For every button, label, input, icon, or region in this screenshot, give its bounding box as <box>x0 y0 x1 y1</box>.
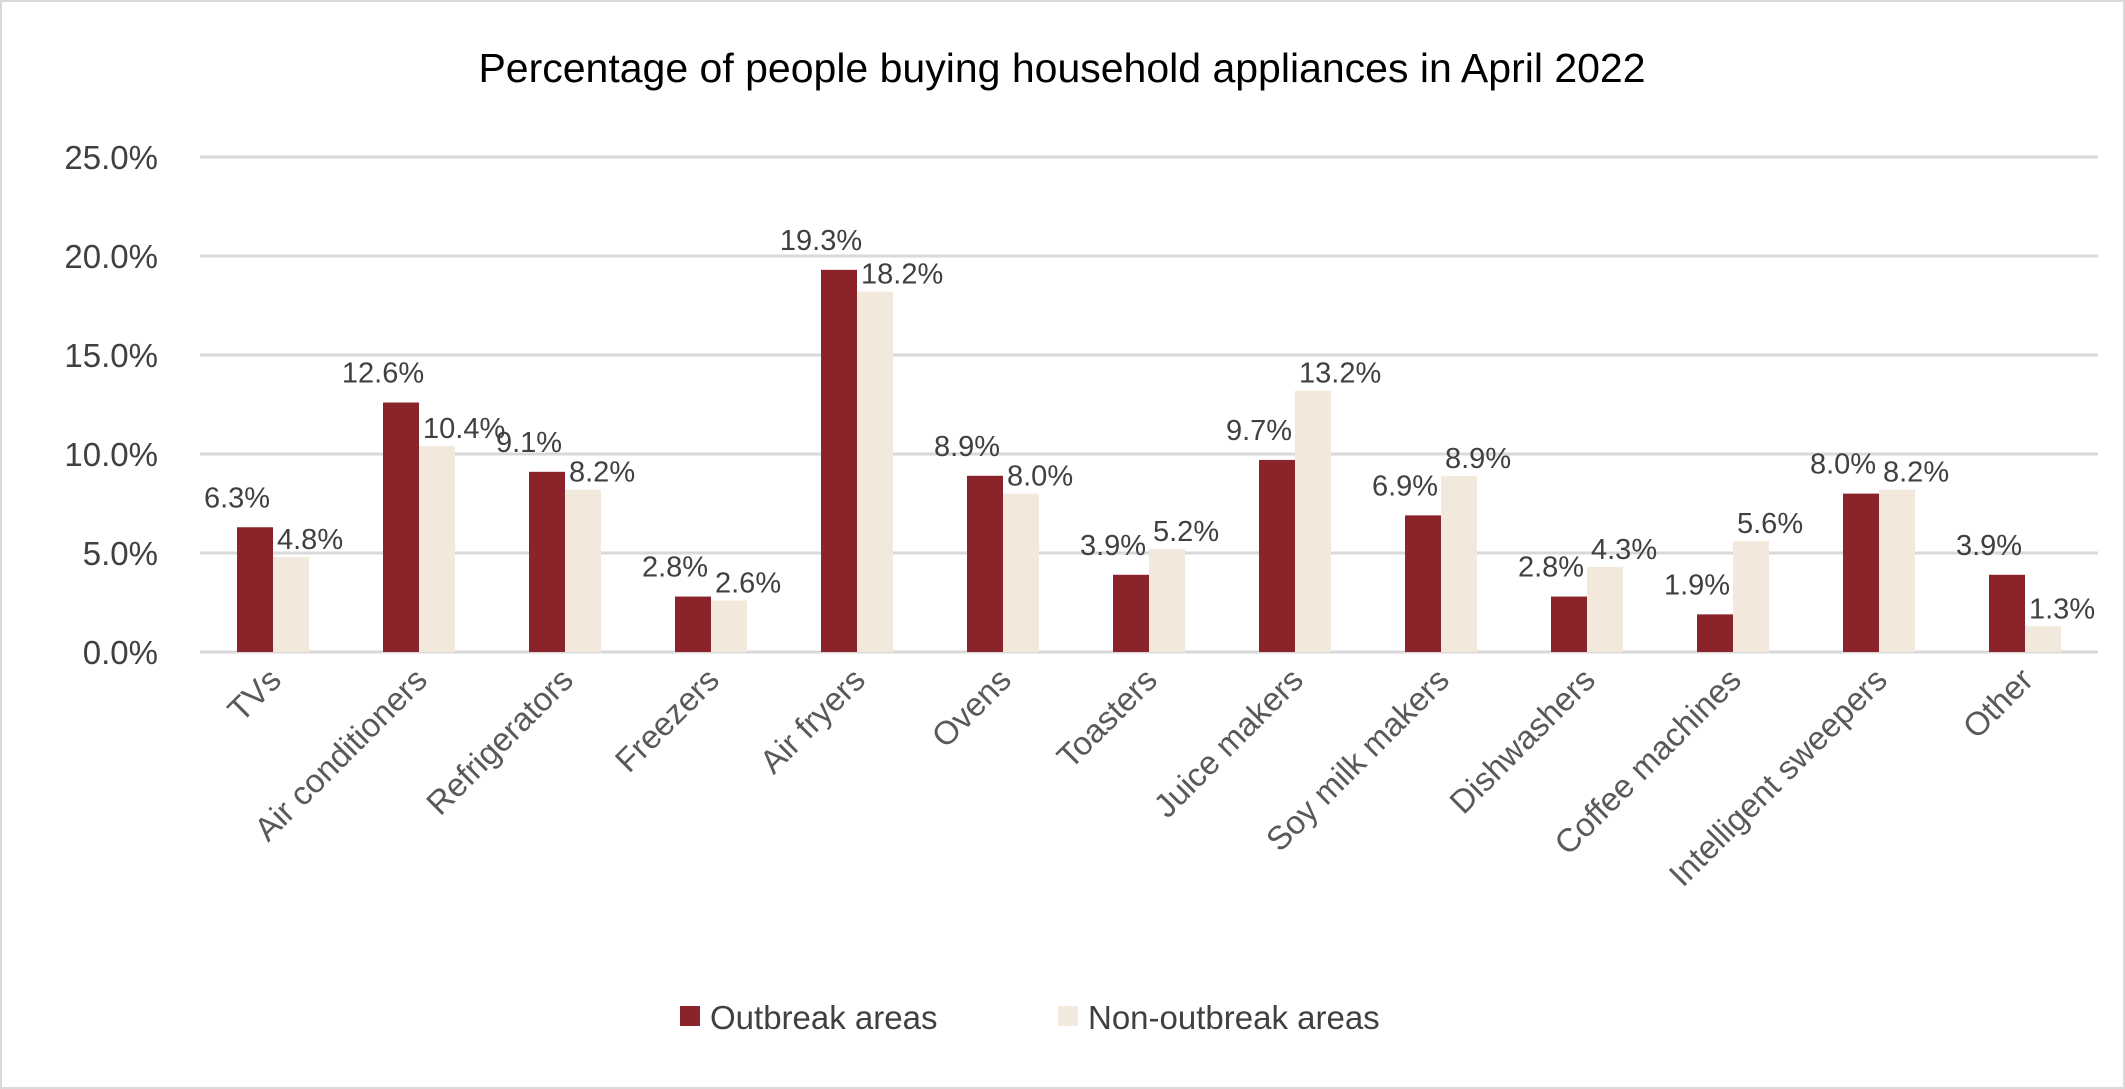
data-label: 8.9% <box>934 431 1000 463</box>
y-tick-label: 5.0% <box>83 535 158 572</box>
y-tick-label: 25.0% <box>64 139 158 176</box>
bar-non-outbreak <box>1295 390 1331 652</box>
bar-outbreak <box>237 527 273 652</box>
bar-non-outbreak <box>1733 541 1769 652</box>
bar-outbreak <box>529 471 565 652</box>
data-label: 19.3% <box>780 225 862 257</box>
legend-label: Outbreak areas <box>710 999 937 1036</box>
y-tick-label: 20.0% <box>64 238 158 275</box>
data-label: 3.9% <box>1080 530 1146 562</box>
legend-swatch <box>680 1006 700 1026</box>
data-label: 9.7% <box>1226 415 1292 447</box>
data-label: 8.0% <box>1810 449 1876 481</box>
data-label: 4.3% <box>1591 534 1657 566</box>
data-label: 10.4% <box>423 413 505 445</box>
bar-outbreak <box>1259 459 1295 652</box>
bar-non-outbreak <box>1879 489 1915 652</box>
data-label: 5.6% <box>1737 508 1803 540</box>
data-label: 6.9% <box>1372 470 1438 502</box>
bar-outbreak <box>383 402 419 652</box>
data-label: 18.2% <box>861 259 943 291</box>
bar-outbreak <box>1989 574 2025 652</box>
bar-non-outbreak <box>1441 475 1477 652</box>
y-tick-label: 10.0% <box>64 436 158 473</box>
bar-outbreak <box>675 596 711 652</box>
data-label: 9.1% <box>496 427 562 459</box>
data-label: 8.9% <box>1445 443 1511 475</box>
data-label: 8.2% <box>569 457 635 489</box>
bar-outbreak <box>1405 515 1441 652</box>
y-tick-label: 15.0% <box>64 337 158 374</box>
data-label: 8.0% <box>1007 461 1073 493</box>
bar-outbreak <box>1113 574 1149 652</box>
bar-outbreak <box>821 269 857 652</box>
bar-non-outbreak <box>711 600 747 652</box>
bar-non-outbreak <box>2025 626 2061 652</box>
bar-non-outbreak <box>273 556 309 652</box>
bar-non-outbreak <box>419 446 455 652</box>
chart-title: Percentage of people buying household ap… <box>478 45 1645 91</box>
data-label: 8.2% <box>1883 457 1949 489</box>
data-label: 2.6% <box>715 568 781 600</box>
bar-non-outbreak <box>1587 566 1623 652</box>
data-label: 2.8% <box>1518 552 1584 584</box>
data-label: 12.6% <box>342 358 424 390</box>
data-label: 6.3% <box>204 482 270 514</box>
legend-label: Non-outbreak areas <box>1088 999 1380 1036</box>
data-label: 3.9% <box>1956 530 2022 562</box>
bar-outbreak <box>1697 614 1733 652</box>
bar-outbreak <box>1843 493 1879 652</box>
bar-non-outbreak <box>857 291 893 652</box>
data-label: 1.9% <box>1664 569 1730 601</box>
bar-outbreak <box>1551 596 1587 652</box>
legend-swatch <box>1058 1006 1078 1026</box>
bar-non-outbreak <box>565 489 601 652</box>
bar-outbreak <box>967 475 1003 652</box>
data-label: 5.2% <box>1153 516 1219 548</box>
bar-non-outbreak <box>1003 493 1039 652</box>
data-label: 1.3% <box>2029 593 2095 625</box>
bar-non-outbreak <box>1149 549 1185 652</box>
data-label: 13.2% <box>1299 358 1381 390</box>
data-label: 4.8% <box>277 524 343 556</box>
y-tick-label: 0.0% <box>83 634 158 671</box>
data-label: 2.8% <box>642 552 708 584</box>
